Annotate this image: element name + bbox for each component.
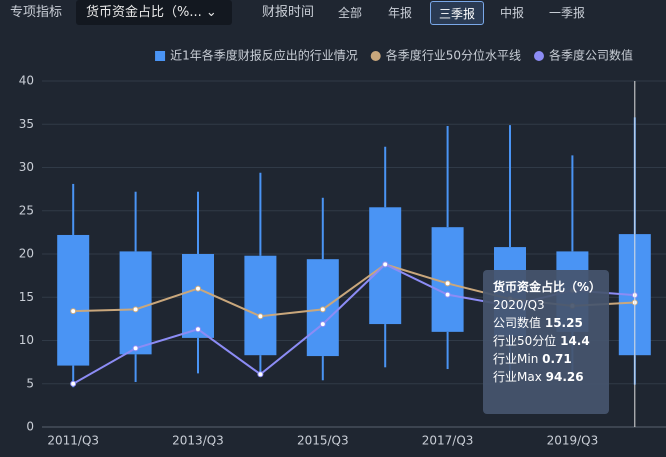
- tooltip-value: 14.4: [560, 334, 590, 348]
- y-tick-label: 35: [19, 117, 34, 131]
- tooltip-label: 行业50分位: [493, 334, 557, 348]
- legend-swatch: [155, 51, 166, 61]
- point: [444, 280, 451, 287]
- point: [444, 291, 451, 298]
- tooltip-label: 行业Min: [493, 352, 539, 366]
- box: [119, 251, 152, 355]
- point: [382, 261, 389, 268]
- point: [195, 285, 201, 292]
- tooltip-row: 公司数值 15.25: [493, 314, 599, 332]
- tooltip-label: 行业Max: [493, 370, 542, 384]
- legend-label: 近1年各季度财报反应出的行业情况: [170, 48, 358, 63]
- tab[interactable]: 三季报: [430, 1, 485, 25]
- point: [70, 308, 77, 315]
- tooltip-value: 15.25: [544, 316, 583, 330]
- legend-swatch: [370, 51, 381, 61]
- period-label: 财报时间: [262, 5, 315, 20]
- indicator-dropdown[interactable]: 货币资金占比（%... ⌄: [76, 0, 232, 25]
- x-tick-label: 2015/Q3: [297, 434, 349, 448]
- point: [319, 306, 326, 313]
- tooltip-title: 货币资金占比（%）: [493, 280, 602, 294]
- tooltip-value: 0.71: [542, 352, 572, 366]
- dropdown-value: 货币资金占比（%...: [86, 5, 202, 20]
- tooltip: 货币资金占比（%） 2020/Q3 公司数值 15.25 行业50分位 14.4 行…: [483, 270, 609, 414]
- x-tick-label: 2011/Q3: [47, 434, 99, 448]
- point: [132, 345, 139, 352]
- point: [70, 380, 77, 387]
- y-tick-label: 20: [19, 247, 34, 261]
- legend-label: 各季度公司数值: [549, 48, 633, 63]
- y-tick-label: 0: [26, 420, 34, 434]
- point: [257, 313, 264, 320]
- tooltip-row: 行业Min 0.71: [493, 350, 599, 368]
- point: [319, 321, 326, 328]
- tab[interactable]: 全部: [338, 6, 363, 20]
- legend-swatch: [533, 51, 544, 61]
- x-tick-label: 2013/Q3: [172, 434, 224, 448]
- point: [195, 326, 201, 333]
- tooltip-category: 2020/Q3: [493, 298, 545, 312]
- tooltip-row: 行业50分位 14.4: [493, 332, 599, 350]
- tab[interactable]: 一季报: [549, 6, 586, 20]
- box: [182, 254, 214, 338]
- tab[interactable]: 年报: [388, 6, 413, 20]
- x-tick-label: 2019/Q3: [547, 434, 599, 448]
- y-tick-label: 15: [19, 290, 34, 304]
- y-tick-label: 30: [19, 160, 34, 174]
- tooltip-row: 行业Max 94.26: [493, 368, 599, 386]
- y-tick-label: 10: [19, 333, 34, 347]
- legend-label: 各季度行业50分位水平线: [386, 48, 521, 63]
- y-tick-label: 25: [19, 203, 34, 217]
- tooltip-value: 94.26: [545, 370, 584, 384]
- box: [57, 234, 90, 366]
- y-tick-label: 5: [26, 376, 34, 390]
- point: [132, 306, 139, 313]
- y-tick-label: 40: [19, 74, 34, 88]
- x-tick-label: 2017/Q3: [422, 434, 474, 448]
- box: [244, 255, 277, 356]
- point: [257, 371, 264, 378]
- tooltip-label: 公司数值: [493, 316, 542, 330]
- tab[interactable]: 中报: [500, 6, 525, 20]
- indicator-label: 专项指标: [10, 5, 63, 20]
